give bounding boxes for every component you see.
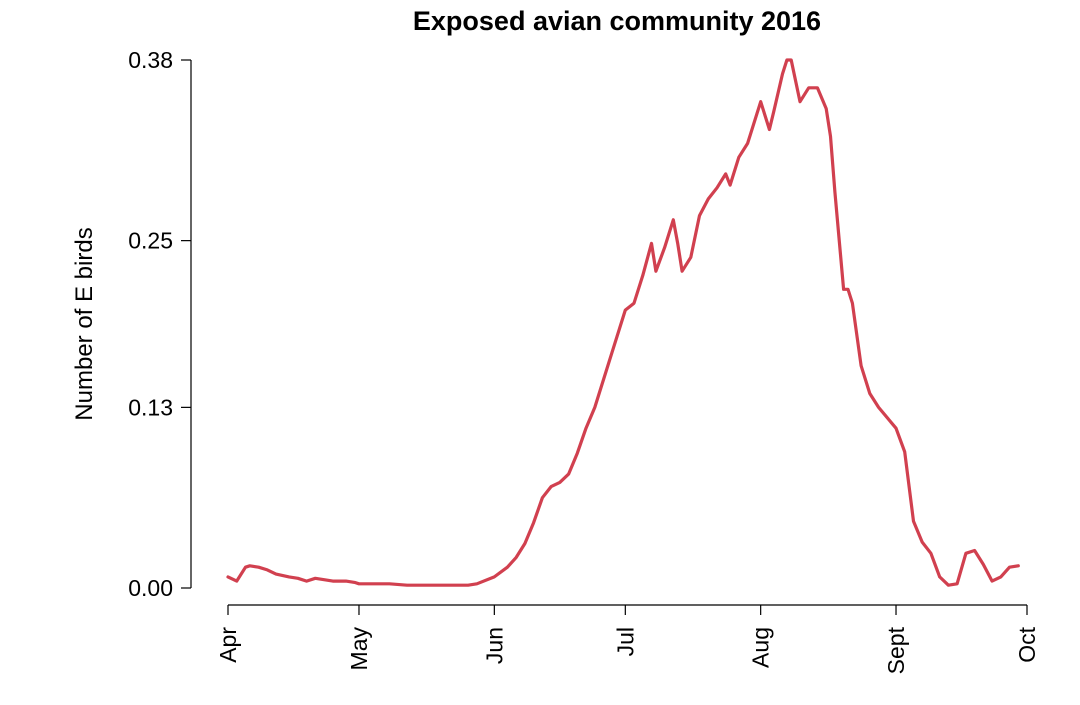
y-axis-label: Number of E birds xyxy=(71,227,98,420)
y-tick-label: 0.00 xyxy=(128,575,173,601)
x-tick-label: Jun xyxy=(481,627,507,664)
x-axis: Apr May Jun Jul Aug Sept Oct xyxy=(215,604,1040,674)
x-tick-label: Sept xyxy=(883,626,909,674)
series-line-0 xyxy=(226,58,1020,587)
y-axis: 0.00 0.13 0.25 0.38 xyxy=(128,47,192,601)
x-tick-label: Oct xyxy=(1014,626,1040,662)
chart-title: Exposed avian community 2016 xyxy=(413,6,821,36)
y-tick-label: 0.13 xyxy=(128,394,173,420)
x-tick-label: Aug xyxy=(748,627,774,668)
x-tick-label: Apr xyxy=(215,627,241,663)
plot-series xyxy=(226,58,1020,587)
y-tick-label: 0.25 xyxy=(128,228,173,254)
x-tick-label: Jul xyxy=(612,627,638,656)
y-tick-label: 0.38 xyxy=(128,47,173,73)
x-tick-label: May xyxy=(346,627,372,671)
